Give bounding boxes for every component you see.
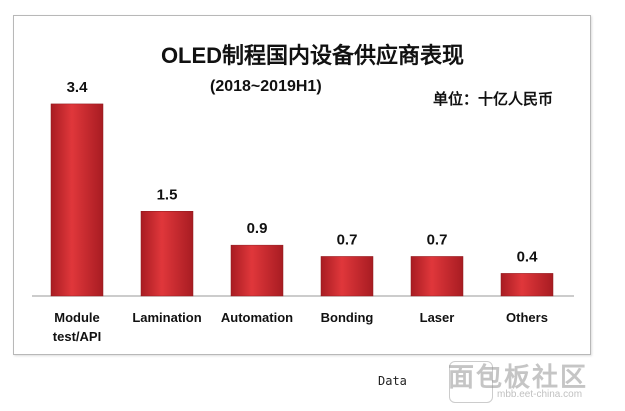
data-label: 0.7 (427, 231, 448, 248)
source-text: Data (378, 374, 407, 388)
x-tick-label: Bonding (321, 310, 374, 325)
watermark-logo (449, 361, 493, 403)
x-tick-label: Lamination (132, 310, 201, 325)
data-label: 0.7 (337, 231, 358, 248)
chart-title: OLED制程国内设备供应商表现 (160, 43, 465, 68)
chart-frame (13, 15, 591, 355)
watermark-url: mbb.eet-china.com (497, 389, 583, 400)
data-label: 0.4 (517, 248, 539, 265)
chart-subtitle: (2018~2019H1) (210, 78, 322, 95)
x-tick-label: Laser (420, 310, 455, 325)
bar (500, 273, 554, 297)
unit-label: 单位：十亿人民币 (433, 91, 554, 108)
data-label: 0.9 (247, 220, 268, 237)
data-label: 3.4 (67, 79, 89, 96)
x-tick-label: Module (54, 310, 100, 325)
data-label: 1.5 (157, 186, 178, 203)
watermark-text: 面包板社区 (448, 362, 589, 392)
bar (140, 211, 194, 297)
bar (50, 103, 104, 297)
bar (320, 256, 374, 297)
x-tick-label: test/API (53, 329, 101, 344)
bar (230, 244, 284, 297)
x-tick-label: Automation (221, 310, 293, 325)
bar (410, 256, 464, 297)
x-tick-label: Others (506, 310, 548, 325)
